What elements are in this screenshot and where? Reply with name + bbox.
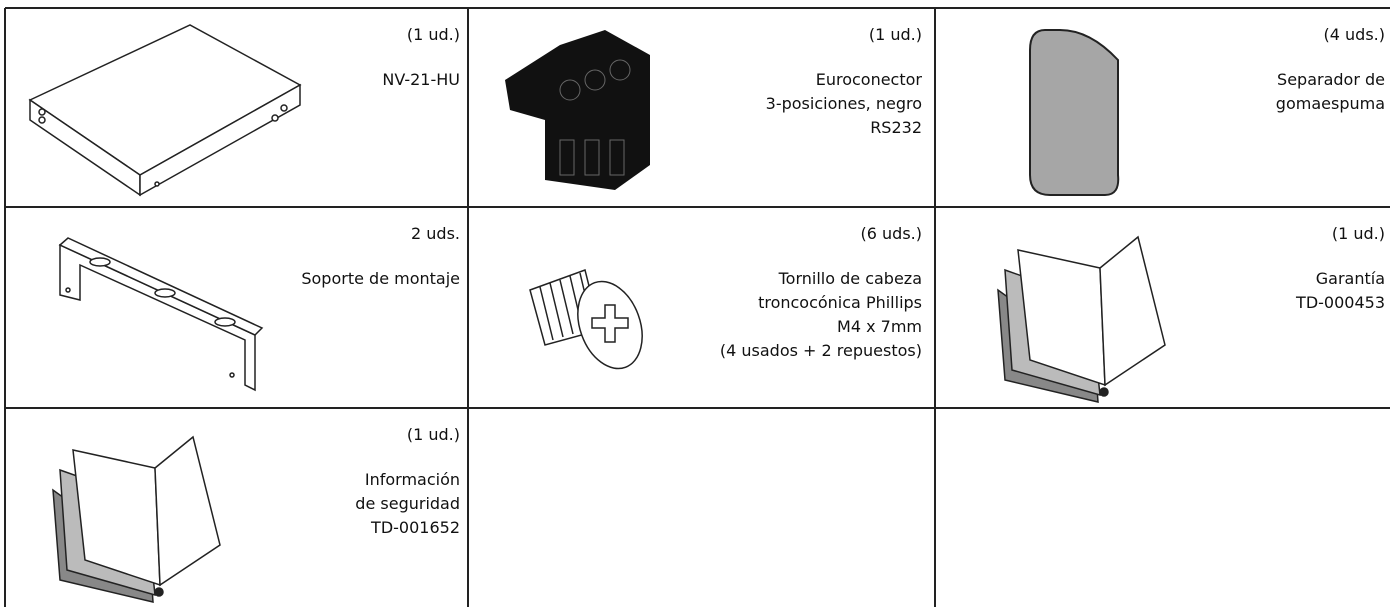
book-illustration <box>997 235 1166 403</box>
description-line: de seguridad <box>355 494 460 513</box>
quantity: (1 ud.) <box>868 25 922 44</box>
description-line: Separador de <box>1277 70 1385 89</box>
quantity: (1 ud.) <box>1331 224 1385 243</box>
description-line: TD-000453 <box>1296 293 1385 312</box>
item-text: (6 uds.) Tornillo de cabeza troncocónica P… <box>720 222 922 363</box>
item-text: (4 uds.) Separador de gomaespuma <box>1276 23 1385 116</box>
description-line: Información <box>364 470 460 489</box>
description-line: Soporte de montaje <box>301 269 460 288</box>
description-line: TD-001652 <box>371 518 460 537</box>
description-line: (4 usados + 2 repuestos) <box>719 341 922 360</box>
description-line: Garantía <box>1315 269 1385 288</box>
description-line: M4 x 7mm <box>837 317 922 336</box>
screw-illustration <box>529 269 643 370</box>
book-illustration <box>52 436 221 603</box>
description-line: gomaespuma <box>1275 94 1385 113</box>
bracket-illustration <box>58 237 264 392</box>
description-line: RS232 <box>870 118 922 137</box>
description-line: NV-21-HU <box>382 70 460 89</box>
quantity: (4 uds.) <box>1323 25 1385 44</box>
item-text: 2 uds. Soporte de montaje <box>301 222 460 291</box>
quantity: 2 uds. <box>411 224 460 243</box>
connector-illustration <box>505 30 650 190</box>
item-text: (1 ud.) Euroconector 3-posiciones, negro RS… <box>766 23 922 140</box>
description-line: Euroconector <box>815 70 922 89</box>
quantity: (1 ud.) <box>406 425 460 444</box>
quantity: (6 uds.) <box>860 224 922 243</box>
foam-illustration <box>1029 29 1120 196</box>
description-line: Tornillo de cabeza <box>778 269 922 288</box>
item-text: (1 ud.) Garantía TD-000453 <box>1296 222 1385 315</box>
table-grid <box>4 7 1390 607</box>
device-illustration <box>28 24 302 197</box>
quantity: (1 ud.) <box>406 25 460 44</box>
description-line: 3-posiciones, negro <box>765 94 922 113</box>
description-line: troncocónica Phillips <box>758 293 922 312</box>
item-text: (1 ud.) Información de seguridad TD-001652 <box>355 423 460 540</box>
item-text: (1 ud.) NV-21-HU <box>382 23 460 92</box>
